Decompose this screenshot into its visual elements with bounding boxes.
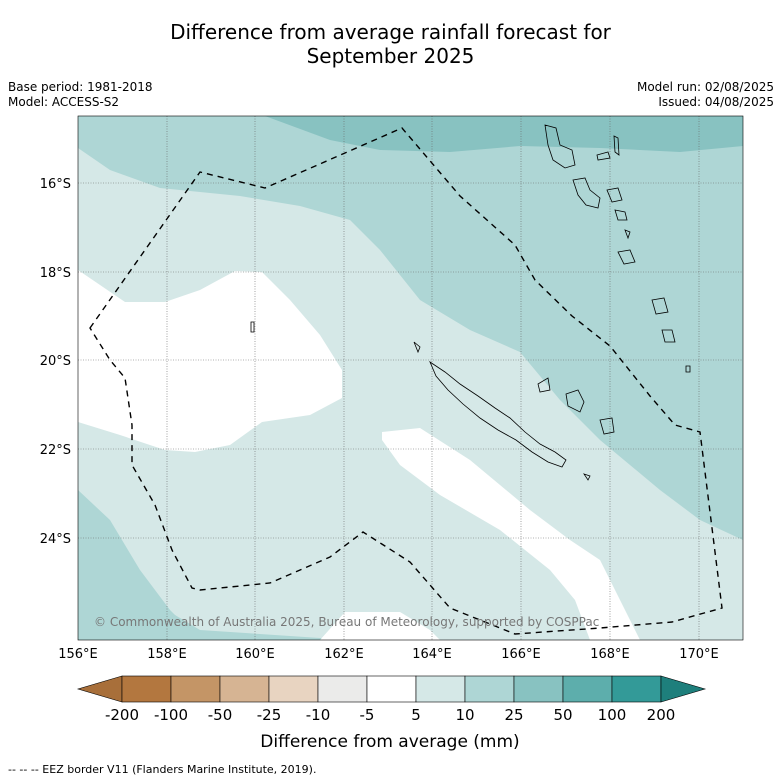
meta-right: Model run: 02/08/2025 Issued: 04/08/2025	[637, 80, 774, 110]
colorbar-segment	[268, 675, 319, 703]
colorbar-segment	[219, 675, 270, 703]
band-25-50-sw	[78, 490, 200, 640]
near-average-west	[78, 270, 342, 452]
lat-label: 22°S	[40, 443, 71, 458]
title-line-2: September 2025	[306, 44, 475, 68]
longitude-labels: 156°E 158°E 160°E 162°E 164°E 166°E 168°…	[58, 647, 719, 662]
colorbar-segment	[317, 675, 368, 703]
colorbar-extend-high	[660, 675, 707, 703]
lon-label: 170°E	[679, 647, 719, 662]
colorbar-segment	[121, 675, 172, 703]
colorbar: -200 -100 -50 -25 -10 -5 5 10 25 50 100 200	[76, 675, 707, 724]
latitude-labels: 16°S 18°S 20°S 22°S 24°S	[40, 177, 71, 547]
map-title: Difference from average rainfall forecas…	[0, 20, 781, 68]
lon-label: 166°E	[501, 647, 541, 662]
eez-border	[89, 127, 723, 635]
colorbar-tick-label: -50	[208, 706, 233, 724]
colorbar-segment	[513, 675, 564, 703]
rainfall-map	[78, 116, 743, 640]
issued-date: Issued: 04/08/2025	[658, 95, 774, 109]
map-frame	[77, 115, 744, 641]
colorbar-label: Difference from average (mm)	[260, 732, 519, 752]
colorbar-tick-label: 10	[455, 706, 474, 724]
lon-label: 168°E	[590, 647, 630, 662]
band-10-25	[78, 148, 743, 640]
colorbar-segment	[562, 675, 613, 703]
lon-label: 164°E	[412, 647, 452, 662]
colorbar-tick-label: 5	[411, 706, 421, 724]
lon-label: 162°E	[324, 647, 364, 662]
lat-label: 24°S	[40, 532, 71, 547]
colorbar-tick-label: -200	[105, 706, 139, 724]
colorbar-segment	[611, 675, 662, 703]
lon-label: 160°E	[235, 647, 275, 662]
lat-label: 20°S	[40, 354, 71, 369]
near-average-south	[320, 612, 440, 640]
lat-label: 16°S	[40, 177, 71, 192]
lon-label: 156°E	[58, 647, 98, 662]
band-50-100	[265, 116, 743, 152]
colorbar-tick-label: 25	[504, 706, 523, 724]
model-name: Model: ACCESS-S2	[8, 95, 120, 109]
eez-footer-note: -- -- -- EEZ border V11 (Flanders Marine…	[8, 763, 317, 776]
colorbar-tick-label: -100	[154, 706, 188, 724]
base-period: Base period: 1981-2018	[8, 80, 153, 94]
colorbar-tick-label: 50	[553, 706, 572, 724]
colorbar-segment	[366, 675, 417, 703]
new-caledonia-coastline	[250, 321, 615, 481]
colorbar-tick-label: 200	[647, 706, 676, 724]
colorbar-tick-label: -10	[306, 706, 331, 724]
near-average-southeast	[382, 428, 640, 640]
lon-label: 158°E	[147, 647, 187, 662]
colorbar-tick-label: 100	[598, 706, 627, 724]
graticule	[78, 116, 743, 640]
colorbar-tick-label: -25	[257, 706, 282, 724]
colorbar-extend-low	[76, 675, 123, 703]
colorbar-segment	[464, 675, 515, 703]
model-run: Model run: 02/08/2025	[636, 80, 774, 94]
lat-label: 18°S	[40, 266, 71, 281]
title-line-1: Difference from average rainfall forecas…	[170, 20, 611, 44]
colorbar-segment	[415, 675, 466, 703]
meta-left: Base period: 1981-2018 Model: ACCESS-S2	[8, 80, 153, 110]
vanuatu-coastline	[544, 124, 691, 373]
colorbar-tick-label: -5	[360, 706, 375, 724]
colorbar-segment	[170, 675, 221, 703]
copyright-text: © Commonwealth of Australia 2025, Bureau…	[94, 615, 599, 629]
